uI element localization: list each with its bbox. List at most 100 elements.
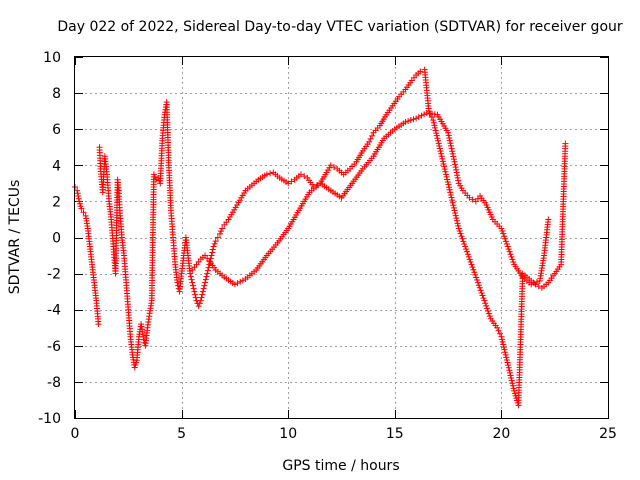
data-point: [454, 172, 461, 179]
y-tick-label: -2: [47, 267, 61, 283]
data-point: [441, 163, 448, 170]
x-tick-label: 5: [177, 426, 186, 442]
data-point: [484, 305, 491, 312]
data-point: [150, 171, 157, 178]
data-point: [506, 369, 513, 376]
data-point: [443, 173, 450, 180]
data-point: [218, 228, 225, 235]
data-point: [151, 174, 158, 181]
data-point: [470, 266, 477, 273]
data-point: [189, 282, 196, 289]
data-point: [198, 294, 205, 301]
data-point: [432, 124, 439, 131]
data-point: [479, 292, 486, 299]
data-point: [457, 230, 464, 237]
y-tick-label: 8: [52, 86, 61, 102]
data-point: [421, 111, 428, 118]
data-point: [502, 351, 509, 358]
data-point: [418, 112, 425, 119]
data-point: [504, 359, 511, 366]
data-point: [510, 385, 517, 392]
data-point: [505, 362, 512, 369]
data-point: [209, 249, 216, 256]
data-point: [451, 207, 458, 214]
data-point: [434, 135, 441, 142]
y-tick-label: 0: [52, 231, 61, 247]
x-tick-label: 0: [71, 426, 80, 442]
data-point: [431, 122, 438, 129]
y-tick-label: 2: [52, 194, 61, 210]
data-point: [502, 349, 509, 356]
data-point: [485, 310, 492, 317]
data-point: [562, 140, 569, 147]
data-point: [445, 132, 452, 139]
data-point: [187, 270, 194, 277]
data-point: [195, 303, 202, 310]
data-point: [505, 246, 512, 253]
data-point: [503, 354, 510, 361]
data-point: [452, 212, 459, 219]
data-point: [509, 382, 516, 389]
data-point: [263, 171, 270, 178]
data-point: [239, 277, 246, 284]
data-point: [446, 135, 453, 142]
data-point: [448, 142, 455, 149]
data-point: [508, 253, 515, 260]
data-point: [453, 166, 460, 173]
data-point: [501, 346, 508, 353]
data-point: [475, 282, 482, 289]
x-tick-label: 10: [279, 426, 297, 442]
data-point: [455, 222, 462, 229]
data-point: [202, 279, 209, 286]
data-point: [467, 258, 474, 265]
data-point: [432, 127, 439, 134]
x-tick-label: 15: [386, 426, 404, 442]
data-point: [367, 135, 374, 142]
data-point: [212, 238, 219, 245]
data-point: [508, 375, 515, 382]
data-point: [533, 279, 540, 286]
data-point: [447, 189, 454, 196]
data-point: [455, 225, 462, 232]
data-point: [474, 279, 481, 286]
data-point: [433, 132, 440, 139]
data-point: [506, 367, 513, 374]
data-point: [433, 130, 440, 137]
data-point: [458, 233, 465, 240]
y-tick-label: 4: [52, 158, 61, 174]
data-point: [438, 150, 445, 157]
y-tick-label: -4: [47, 303, 61, 319]
data-point: [459, 235, 466, 242]
data-point: [402, 118, 409, 125]
data-point: [187, 273, 194, 280]
data-point: [219, 225, 226, 232]
data-point: [456, 228, 463, 235]
data-point: [454, 174, 461, 181]
x-tick-label: 25: [599, 426, 617, 442]
data-point: [442, 168, 449, 175]
data-point: [463, 248, 470, 255]
data-point: [464, 251, 471, 258]
data-point: [199, 288, 206, 295]
data-point: [450, 156, 457, 163]
data-point: [471, 269, 478, 276]
x-axis-label: GPS time / hours: [282, 458, 399, 474]
data-point: [209, 246, 216, 253]
data-point: [417, 68, 424, 75]
data-point: [466, 256, 473, 263]
data-point: [440, 161, 447, 168]
data-point: [453, 215, 460, 222]
data-point: [202, 276, 209, 283]
data-point: [535, 283, 542, 290]
data-point: [95, 321, 102, 328]
data-point: [190, 285, 197, 292]
data-point: [75, 195, 82, 202]
data-point: [462, 243, 469, 250]
data-point: [484, 307, 491, 314]
data-point: [499, 338, 506, 345]
data-point: [505, 364, 512, 371]
y-tick-label: -6: [47, 339, 61, 355]
data-point: [466, 194, 473, 201]
data-point: [461, 240, 468, 247]
data-point: [483, 302, 490, 309]
